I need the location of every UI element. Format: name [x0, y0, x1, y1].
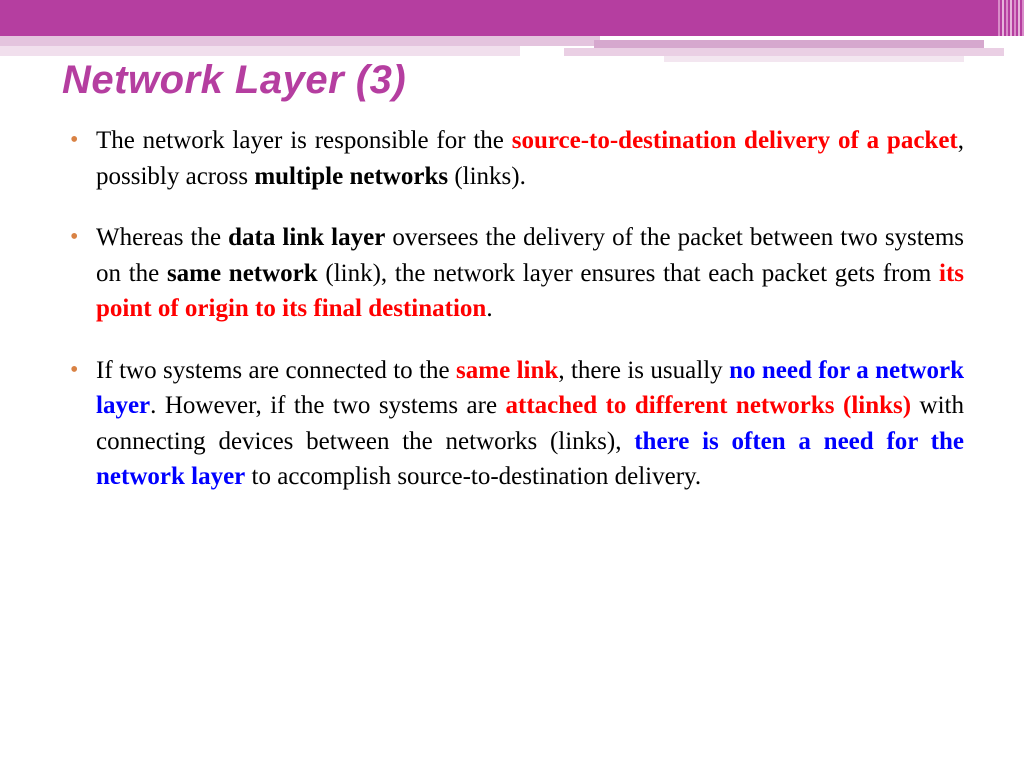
- text-run: If two systems are connected to the: [96, 357, 456, 384]
- bullet-item: If two systems are connected to the same…: [62, 353, 964, 495]
- text-run: same link: [456, 357, 558, 384]
- text-run: , there is usually: [558, 357, 729, 384]
- text-run: (links).: [448, 163, 526, 190]
- text-run: (link), the network layer ensures that e…: [318, 260, 939, 287]
- text-run: same network: [167, 260, 318, 287]
- text-run: multiple networks: [254, 163, 448, 190]
- text-run: Whereas the: [96, 224, 228, 251]
- text-run: .: [486, 295, 492, 322]
- text-run: attached to different networks (links): [506, 392, 912, 419]
- text-run: source-to-destination delivery of a pack…: [512, 127, 958, 154]
- bullet-list: The network layer is responsible for the…: [62, 123, 964, 495]
- bullet-item: Whereas the data link layer oversees the…: [62, 220, 964, 327]
- text-run: data link layer: [228, 224, 385, 251]
- slide-body: Network Layer (3) The network layer is r…: [0, 44, 1024, 768]
- slide-title: Network Layer (3): [62, 58, 964, 103]
- text-run: The network layer is responsible for the: [96, 127, 512, 154]
- header-bar: [0, 0, 1024, 36]
- text-run: . However, if the two systems are: [150, 392, 505, 419]
- bullet-item: The network layer is responsible for the…: [62, 123, 964, 194]
- text-run: to accomplish source-to-destination deli…: [245, 463, 701, 490]
